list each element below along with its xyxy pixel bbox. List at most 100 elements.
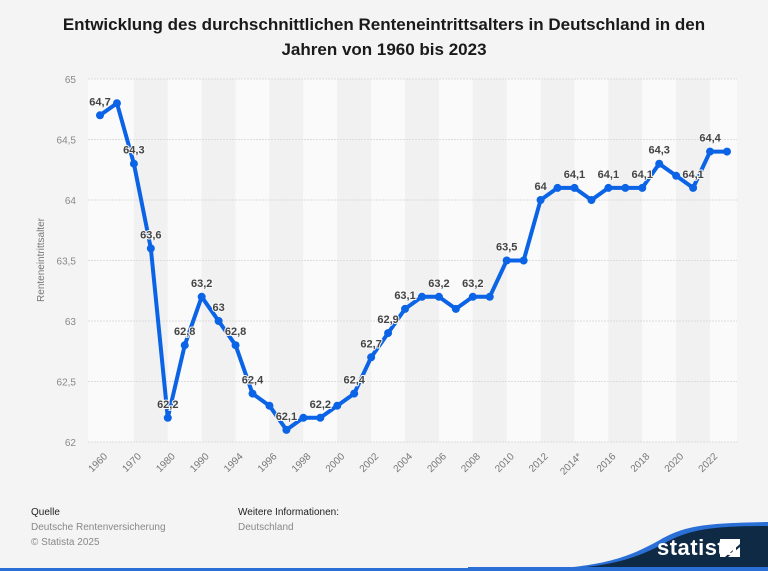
data-label: 62,1: [276, 411, 297, 423]
data-point: [655, 159, 664, 168]
data-point: [604, 183, 613, 192]
data-point: [333, 401, 342, 410]
data-label: 64,1: [564, 169, 585, 181]
x-tick-label: 2018: [629, 451, 653, 475]
data-point: [214, 317, 223, 325]
column-band: [337, 79, 372, 442]
data-point: [587, 196, 596, 204]
data-label: 62,4: [343, 375, 365, 387]
data-point: [485, 292, 494, 301]
data-label: 64,1: [598, 169, 619, 181]
data-label: 63,2: [191, 278, 212, 290]
x-tick-label: 1994: [222, 451, 246, 475]
data-point: [129, 159, 138, 168]
info-region: Deutschland: [238, 522, 294, 533]
data-point: [367, 353, 376, 362]
info-block: Weitere Informationen: Deutschland: [238, 505, 339, 535]
data-label: 63: [212, 302, 224, 314]
x-tick-label: 2022: [697, 451, 721, 475]
data-point: [299, 413, 308, 422]
source-heading: Quelle: [31, 507, 60, 518]
column-band: [710, 79, 737, 442]
data-point: [163, 413, 172, 422]
data-point: [570, 183, 579, 192]
data-point: [96, 111, 104, 120]
y-tick-label: 64,5: [57, 136, 77, 147]
data-point: [536, 196, 545, 204]
data-point: [502, 256, 511, 265]
y-tick-label: 63,5: [57, 257, 77, 268]
data-point: [180, 341, 189, 350]
y-tick-label: 63: [65, 317, 77, 328]
data-point: [638, 183, 647, 192]
data-point: [468, 292, 477, 301]
chart-title: Entwicklung des durchschnittlichen Rente…: [62, 15, 706, 59]
x-tick-label: 2008: [459, 451, 483, 475]
y-tick-label: 64: [65, 196, 77, 207]
data-label: 62,9: [377, 314, 398, 326]
data-point: [672, 171, 681, 180]
y-tick-label: 62,5: [57, 378, 77, 389]
data-point: [231, 341, 240, 350]
data-label: 62,2: [157, 399, 178, 411]
data-point: [282, 425, 291, 434]
x-tick-label: 1996: [256, 451, 280, 475]
x-tick-label: 1990: [188, 451, 212, 475]
info-heading: Weitere Informationen:: [238, 507, 339, 518]
x-tick-label: 2000: [324, 451, 348, 475]
statista-logo-icon: [720, 539, 740, 557]
data-point: [519, 256, 528, 265]
data-point: [401, 304, 410, 313]
x-tick-label: 2014*: [558, 451, 584, 477]
data-point: [723, 147, 731, 156]
data-label: 62,7: [360, 338, 381, 350]
data-point: [197, 292, 206, 301]
data-label: 64,7: [89, 96, 110, 108]
column-band: [472, 79, 507, 442]
data-label: 64,4: [699, 133, 721, 145]
data-label: 63,1: [394, 290, 415, 302]
data-point: [434, 292, 443, 301]
data-label: 63,5: [496, 242, 517, 254]
data-label: 64,1: [682, 169, 703, 181]
y-tick-label: 62: [65, 438, 77, 449]
x-tick-label: 2016: [595, 451, 619, 475]
column-band: [574, 79, 609, 442]
data-point: [316, 413, 325, 422]
data-label: 62,8: [174, 326, 195, 338]
copyright: © Statista 2025: [31, 537, 100, 548]
x-tick-label: 2006: [425, 451, 449, 475]
source-link[interactable]: Deutsche Rentenversicherung: [31, 522, 166, 533]
data-label: 62,2: [310, 399, 331, 411]
data-label: 62,4: [242, 375, 264, 387]
x-tick-label: 2010: [493, 451, 517, 475]
data-point: [689, 183, 698, 192]
data-point: [417, 292, 426, 301]
source-block: Quelle Deutsche Rentenversicherung © Sta…: [31, 505, 166, 550]
data-point: [248, 389, 257, 398]
data-label: 64: [534, 181, 547, 193]
x-tick-label: 2020: [663, 451, 687, 475]
x-tick-label: 2012: [527, 451, 551, 475]
data-label: 64,3: [123, 145, 144, 157]
data-point: [451, 304, 460, 313]
bottom-bar: [0, 568, 768, 571]
y-axis-label: Renteneintrittsalter: [36, 217, 47, 302]
data-point: [621, 183, 630, 192]
data-point: [384, 329, 393, 338]
x-tick-label: 1970: [120, 451, 144, 475]
data-label: 64,1: [632, 169, 653, 181]
y-tick-label: 65: [65, 75, 77, 86]
data-point: [146, 244, 155, 253]
x-tick-label: 1960: [87, 451, 111, 475]
data-label: 63,2: [428, 278, 449, 290]
data-point: [112, 99, 121, 108]
data-label: 64,3: [649, 145, 670, 157]
x-tick-label: 2004: [392, 451, 416, 475]
data-label: 63,2: [462, 278, 483, 290]
data-point: [706, 147, 715, 156]
x-tick-label: 2002: [358, 451, 382, 475]
x-tick-label: 1998: [290, 451, 314, 475]
data-point: [265, 401, 274, 410]
